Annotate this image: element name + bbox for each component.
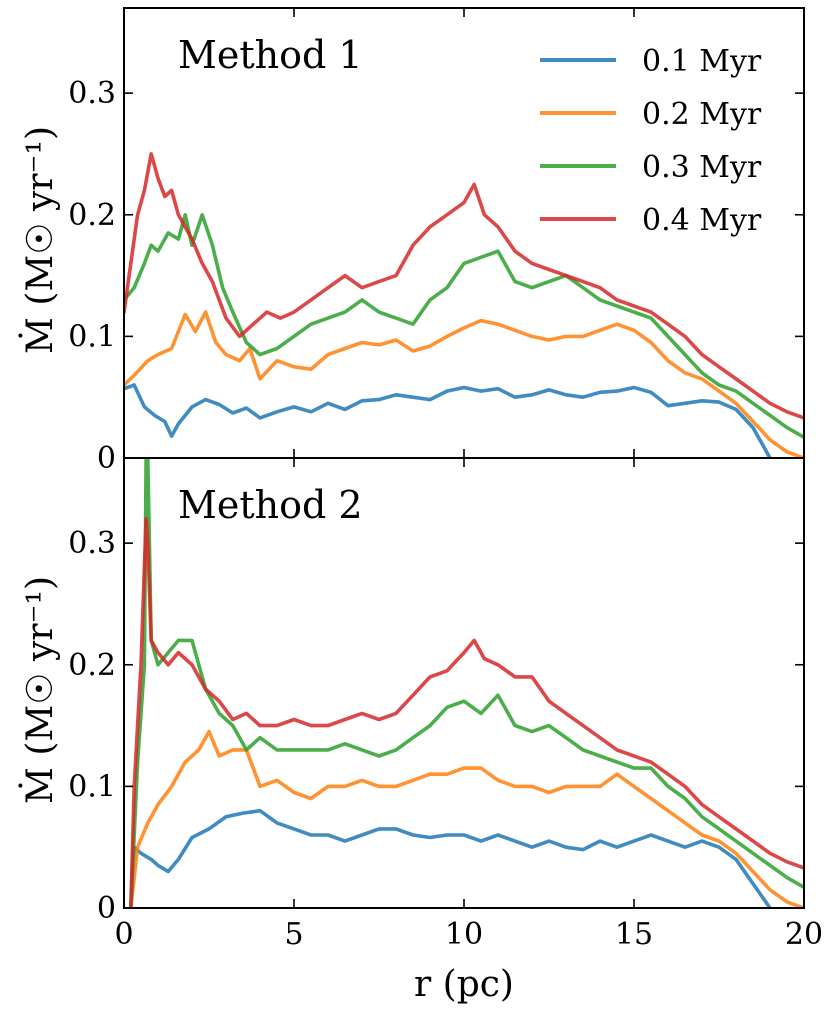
panel-title: Method 2 bbox=[178, 483, 363, 527]
y-axis-label: Ṁ (M☉ yr⁻¹) bbox=[19, 576, 61, 804]
y-axis-label: Ṁ (M☉ yr⁻¹) bbox=[19, 126, 61, 354]
panel-title: Method 1 bbox=[178, 33, 363, 77]
series-line-0 bbox=[129, 808, 772, 908]
y-tick-label-3: 0.3 bbox=[68, 76, 116, 111]
x-tick-label-4: 20 bbox=[785, 917, 823, 952]
y-tick-label-0: 0 bbox=[97, 891, 116, 926]
series-line-1 bbox=[124, 310, 804, 458]
y-tick-labels: 0 0.1 0.2 0.3 bbox=[68, 76, 116, 476]
panel-method-1: 00.10.20.3 Method 1 Ṁ (M☉ yr⁻¹) 0.1 Myr0… bbox=[19, 8, 805, 476]
plot-area bbox=[129, 458, 804, 908]
series-line-1 bbox=[129, 729, 804, 908]
x-axis-label: r (pc) bbox=[414, 964, 514, 1005]
y-tick-label-1: 0.1 bbox=[68, 769, 116, 804]
legend-label-3: 0.4 Myr bbox=[642, 203, 762, 238]
y-tick-label-3: 0.3 bbox=[68, 526, 116, 561]
y-tick-label-2: 0.2 bbox=[68, 198, 116, 233]
y-tick-label-2: 0.2 bbox=[68, 648, 116, 683]
y-tick-label-1: 0.1 bbox=[68, 319, 116, 354]
y-tick-labels: 0 0.1 0.2 0.3 bbox=[68, 526, 116, 926]
legend-label-1: 0.2 Myr bbox=[642, 97, 762, 132]
series-line-3 bbox=[129, 517, 804, 908]
series-line-3 bbox=[124, 152, 804, 420]
legend: 0.1 Myr 0.2 Myr 0.3 Myr 0.4 Myr bbox=[540, 44, 762, 238]
series-line-2 bbox=[129, 458, 804, 908]
legend-label-2: 0.3 Myr bbox=[642, 150, 762, 185]
panel-method-2: 0 0.1 0.2 0.3 0 5 10 15 20 Method 2 Ṁ (M☉ yr⁻¹)… bbox=[19, 458, 823, 1005]
axes-frame-bottom bbox=[123, 457, 805, 909]
plot-area bbox=[124, 152, 804, 458]
legend-label-0: 0.1 Myr bbox=[642, 44, 762, 79]
x-tick-label-3: 15 bbox=[615, 917, 653, 952]
x-tick-label-1: 5 bbox=[284, 917, 303, 952]
series-line-0 bbox=[124, 383, 772, 458]
x-tick-labels: 0 5 10 15 20 bbox=[114, 917, 823, 952]
x-tick-label-2: 10 bbox=[445, 917, 483, 952]
x-tick-label-0: 0 bbox=[114, 917, 133, 952]
y-tick-label-0: 0 bbox=[97, 441, 116, 476]
